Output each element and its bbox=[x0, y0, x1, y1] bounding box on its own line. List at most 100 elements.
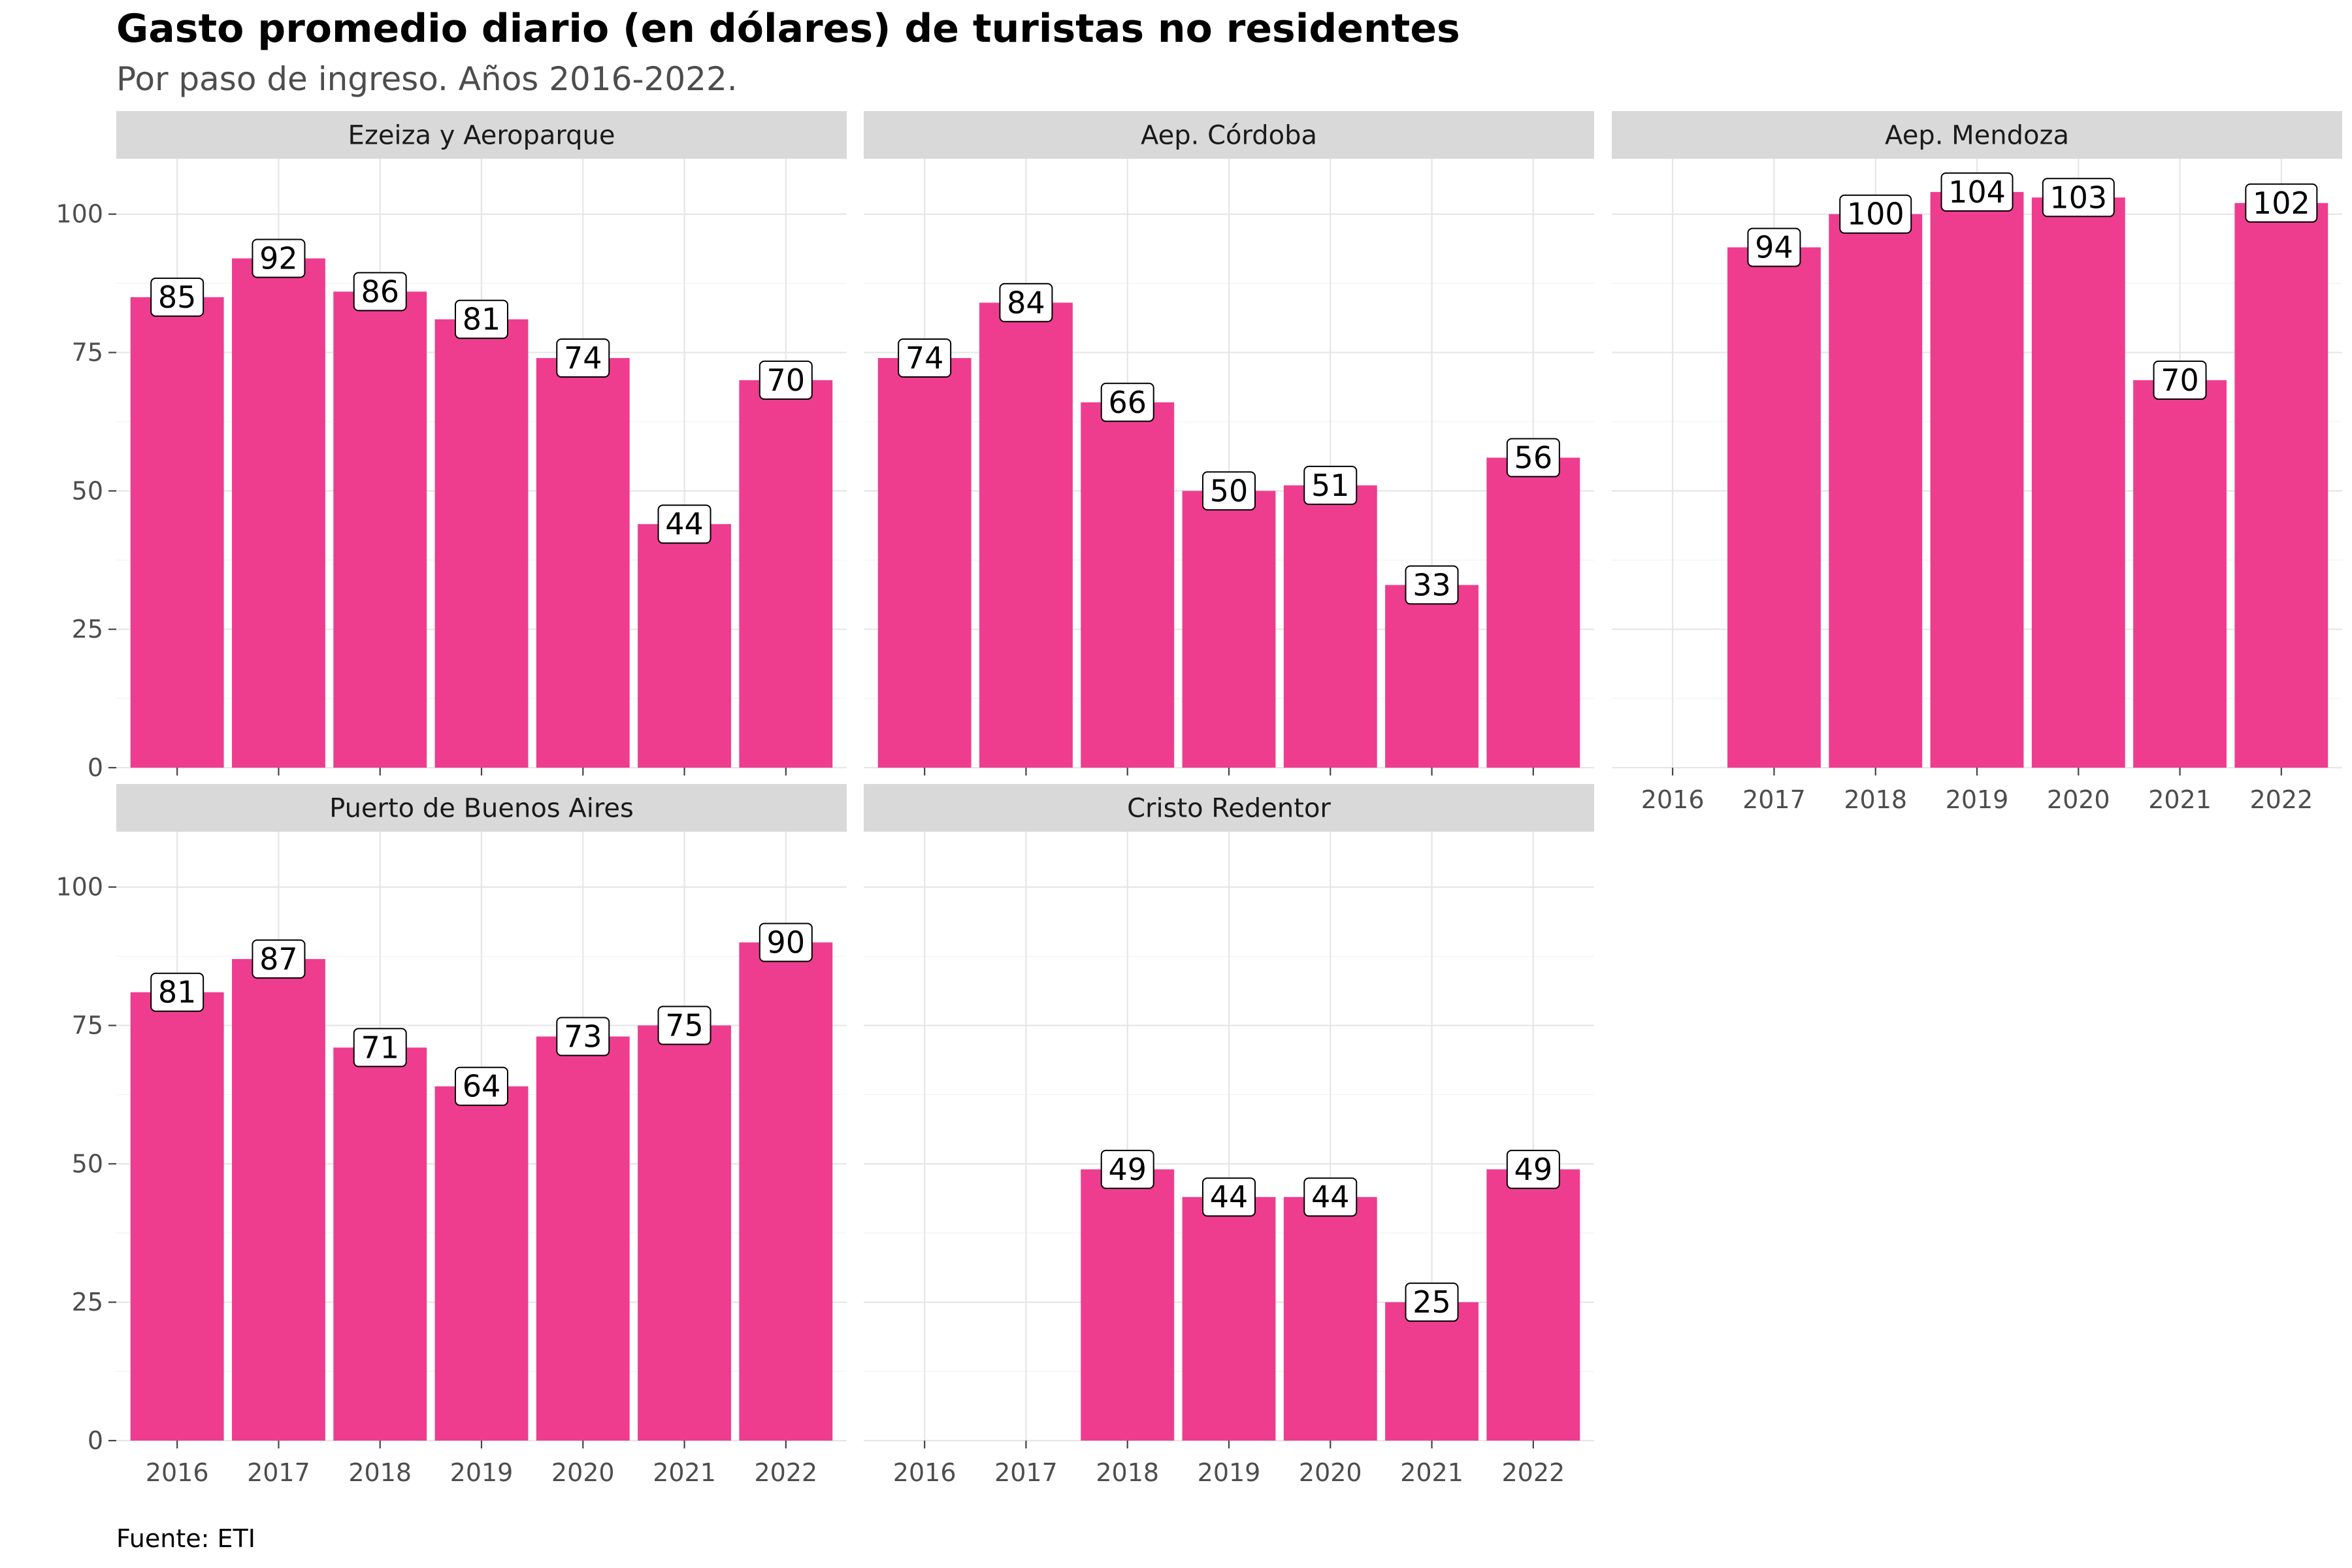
data-label-box bbox=[1202, 471, 1256, 511]
bar bbox=[2031, 197, 2125, 768]
x-tick-label: 2021 bbox=[1400, 1458, 1463, 1487]
data-label: 90 bbox=[759, 923, 813, 962]
bar bbox=[130, 297, 224, 768]
x-tick-label: 2022 bbox=[2249, 785, 2313, 814]
data-label: 51 bbox=[1303, 465, 1358, 505]
data-label: 75 bbox=[657, 1005, 711, 1045]
data-label-box bbox=[759, 923, 813, 962]
data-label-box bbox=[657, 504, 711, 544]
chart-caption: Fuente: ETI bbox=[116, 1524, 255, 1553]
bar bbox=[434, 1086, 529, 1441]
bar bbox=[1727, 247, 1821, 768]
data-label-box bbox=[1405, 565, 1459, 605]
data-label-text: 94 bbox=[1755, 230, 1793, 265]
x-tick-label: 2019 bbox=[450, 1458, 514, 1487]
bar bbox=[333, 1047, 427, 1441]
facet-strip bbox=[116, 111, 847, 159]
bar bbox=[1486, 1169, 1580, 1441]
data-label-text: 70 bbox=[2161, 363, 2199, 398]
data-label-text: 44 bbox=[1210, 1179, 1249, 1215]
data-label: 102 bbox=[2245, 183, 2318, 223]
data-label-text: 81 bbox=[463, 302, 501, 337]
data-label-text: 103 bbox=[2050, 180, 2107, 215]
data-label-text: 87 bbox=[259, 941, 298, 977]
data-label-text: 100 bbox=[1847, 197, 1904, 232]
x-tick-label: 2020 bbox=[2047, 785, 2110, 814]
x-tick-label: 2020 bbox=[551, 1458, 615, 1487]
bar bbox=[638, 1025, 731, 1441]
data-label-text: 33 bbox=[1413, 567, 1451, 602]
data-label-text: 56 bbox=[1514, 440, 1553, 476]
data-label: 66 bbox=[1100, 382, 1154, 422]
y-tick-label: 100 bbox=[56, 200, 103, 229]
facet-strip bbox=[864, 111, 1594, 159]
data-label-box bbox=[1839, 194, 1912, 234]
x-tick-label: 2017 bbox=[1742, 785, 1806, 814]
x-tick-label: 2020 bbox=[1299, 1458, 1362, 1487]
data-label: 33 bbox=[1405, 565, 1459, 605]
data-label-box bbox=[999, 283, 1053, 323]
x-tick-label: 2022 bbox=[1501, 1458, 1565, 1487]
bar bbox=[739, 942, 833, 1441]
data-label-box bbox=[2042, 178, 2115, 218]
facet-panel: Puerto de Buenos Aires 0 25 50 75 100 2016 2017… bbox=[56, 784, 847, 1487]
x-tick-label: 2018 bbox=[348, 1458, 412, 1487]
x-tick-label: 2018 bbox=[1096, 1458, 1159, 1487]
x-tick-label: 2021 bbox=[653, 1458, 716, 1487]
y-tick-label: 50 bbox=[72, 1149, 103, 1178]
facet-strip-label: Ezeiza y Aeroparque bbox=[348, 121, 615, 151]
data-label: 70 bbox=[759, 360, 813, 400]
x-tick-label: 2016 bbox=[1641, 785, 1705, 814]
data-label: 44 bbox=[1303, 1177, 1358, 1217]
bar bbox=[1385, 1302, 1478, 1441]
data-label-box bbox=[898, 338, 952, 378]
data-label-text: 92 bbox=[259, 241, 298, 276]
y-tick-label: 100 bbox=[56, 873, 103, 902]
data-label: 49 bbox=[1100, 1149, 1154, 1189]
data-label-box bbox=[150, 277, 204, 317]
chart-subtitle: Por paso de ingreso. Años 2016-2022. bbox=[116, 60, 738, 98]
y-tick-label: 25 bbox=[72, 1288, 103, 1316]
data-label: 86 bbox=[353, 272, 407, 312]
data-label-text: 75 bbox=[665, 1008, 704, 1043]
data-label-box bbox=[2245, 183, 2318, 223]
facet-panel: Cristo Redentor 2016 2017 2018 2019 2020 2021 2… bbox=[864, 784, 1594, 1487]
data-label: 104 bbox=[1940, 172, 2014, 212]
chart-title: Gasto promedio diario (en dólares) de tu… bbox=[116, 6, 1460, 52]
x-tick-label: 2019 bbox=[1198, 1458, 1261, 1487]
data-label-box bbox=[252, 939, 306, 979]
data-label: 44 bbox=[657, 504, 711, 544]
y-tick-label: 50 bbox=[72, 476, 103, 505]
x-tick-label: 2022 bbox=[754, 1458, 817, 1487]
data-label-box bbox=[2153, 360, 2207, 400]
data-label-text: 70 bbox=[767, 363, 806, 398]
bar bbox=[536, 358, 630, 768]
facet-strip-label: Puerto de Buenos Aires bbox=[329, 794, 634, 824]
data-label-text: 90 bbox=[767, 924, 806, 960]
y-tick-label: 75 bbox=[72, 1011, 103, 1040]
bar bbox=[739, 380, 833, 768]
panels: Ezeiza y Aeroparque 0 25 50 75 100 85 92 86 81 74 4… bbox=[56, 111, 2342, 1487]
data-label-box bbox=[353, 272, 407, 312]
facet-strip-label: Aep. Mendoza bbox=[1885, 121, 2069, 151]
bar bbox=[434, 319, 529, 768]
data-label-text: 85 bbox=[158, 280, 197, 315]
facet-strip bbox=[116, 784, 847, 832]
data-label: 92 bbox=[252, 238, 306, 278]
x-tick-label: 2019 bbox=[1946, 785, 2009, 814]
bar bbox=[1182, 1197, 1276, 1441]
y-tick-label: 0 bbox=[88, 753, 103, 782]
data-label-text: 51 bbox=[1311, 468, 1350, 503]
bar bbox=[1486, 457, 1580, 768]
y-tick-label: 25 bbox=[72, 615, 103, 644]
data-label-box bbox=[455, 1066, 508, 1106]
data-label: 64 bbox=[455, 1066, 508, 1106]
y-tick-label: 0 bbox=[88, 1426, 103, 1455]
data-label: 94 bbox=[1747, 227, 1801, 267]
data-label: 81 bbox=[455, 299, 508, 339]
data-label: 81 bbox=[150, 972, 204, 1012]
facet-panel: Aep. Mendoza 2016 2017 2018 2019 2020 2021 2022… bbox=[1612, 111, 2342, 814]
data-label-box bbox=[1506, 438, 1560, 478]
x-tick-label: 2016 bbox=[893, 1458, 956, 1487]
data-label-box bbox=[1940, 172, 2014, 212]
